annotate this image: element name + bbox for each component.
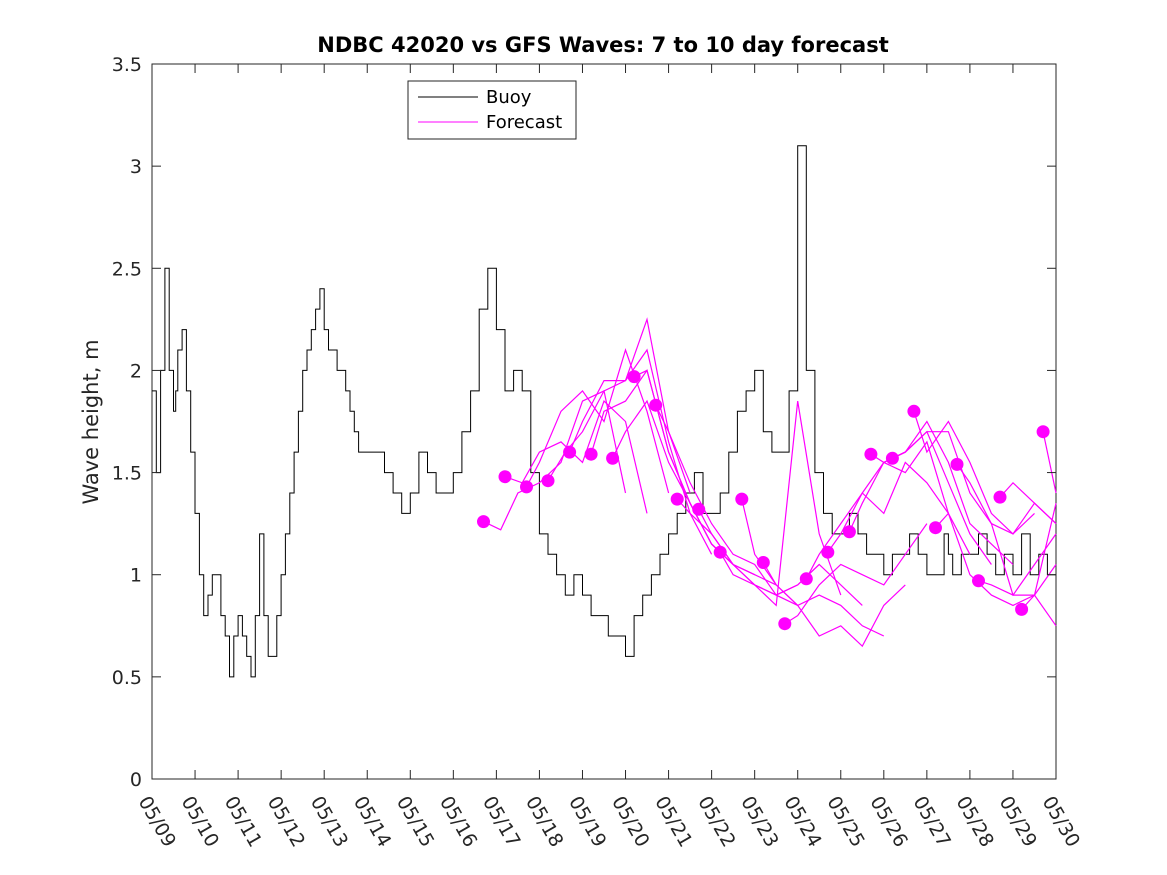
forecast-line-16 — [827, 440, 971, 555]
forecast-marker-10 — [692, 502, 706, 516]
forecast-marker-24 — [993, 490, 1007, 504]
forecast-line-23 — [978, 533, 1057, 596]
forecast-line-8 — [655, 404, 798, 606]
forecast-marker-9 — [670, 492, 684, 506]
y-tick-label-4: 2 — [130, 360, 142, 382]
forecast-line-13 — [762, 562, 906, 648]
forecast-marker-14 — [778, 617, 792, 631]
y-tick-label-2: 1 — [130, 565, 142, 587]
forecast-line-10 — [698, 401, 842, 607]
legend-buoy-label: Buoy — [486, 87, 532, 108]
forecast-marker-3 — [541, 474, 555, 488]
forecast-marker-5 — [584, 447, 598, 461]
forecast-marker-12 — [735, 492, 749, 506]
legend-forecast-label: Forecast — [486, 112, 562, 133]
buoy-series-layer — [152, 145, 1056, 678]
forecast-marker-17 — [842, 525, 856, 539]
legend-box — [407, 80, 577, 140]
forecast-line-0 — [483, 390, 627, 531]
forecast-marker-0 — [477, 515, 490, 529]
forecast-marker-23 — [972, 574, 985, 588]
forecast-marker-22 — [950, 457, 964, 471]
forecast-marker-25 — [1015, 602, 1029, 616]
forecast-line-14 — [784, 523, 928, 625]
forecast-line-22 — [956, 464, 1057, 596]
y-tick-label-1: 0.5 — [112, 667, 142, 689]
y-tick-label-7: 3.5 — [112, 54, 142, 76]
forecast-marker-21 — [929, 521, 942, 535]
forecast-marker-11 — [713, 545, 727, 559]
forecast-line-24 — [999, 481, 1057, 525]
forecast-marker-20 — [907, 404, 921, 418]
chart-title: NDBC 42020 vs GFS Waves: 7 to 10 day for… — [317, 33, 888, 57]
y-axis-label: Wave height, m — [79, 339, 103, 504]
forecast-line-11 — [719, 551, 863, 606]
buoy-line — [152, 145, 1056, 678]
forecast-line-4 — [569, 348, 713, 555]
forecast-marker-1 — [498, 470, 512, 484]
forecast-marker-15 — [799, 572, 813, 586]
forecast-marker-2 — [520, 480, 533, 494]
forecast-marker-8 — [649, 398, 663, 412]
forecast-markers-layer — [477, 370, 1050, 631]
forecast-marker-26 — [1036, 425, 1050, 439]
forecast-marker-6 — [606, 451, 620, 465]
y-tick-label-6: 3 — [130, 156, 142, 178]
forecast-line-20 — [913, 411, 1057, 535]
y-tick-label-5: 2.5 — [112, 258, 142, 280]
forecast-marker-13 — [756, 556, 770, 569]
forecast-marker-16 — [821, 545, 835, 559]
forecast-marker-4 — [563, 445, 577, 459]
forecast-line-26 — [1042, 431, 1057, 494]
forecast-line-2 — [525, 348, 670, 494]
forecast-marker-7 — [627, 370, 641, 384]
forecast-marker-19 — [885, 451, 899, 465]
y-tick-label-0: 0 — [130, 769, 142, 791]
forecast-marker-18 — [864, 447, 878, 461]
legend: Buoy Forecast — [407, 80, 577, 140]
y-tick-label-3: 1.5 — [112, 463, 142, 485]
